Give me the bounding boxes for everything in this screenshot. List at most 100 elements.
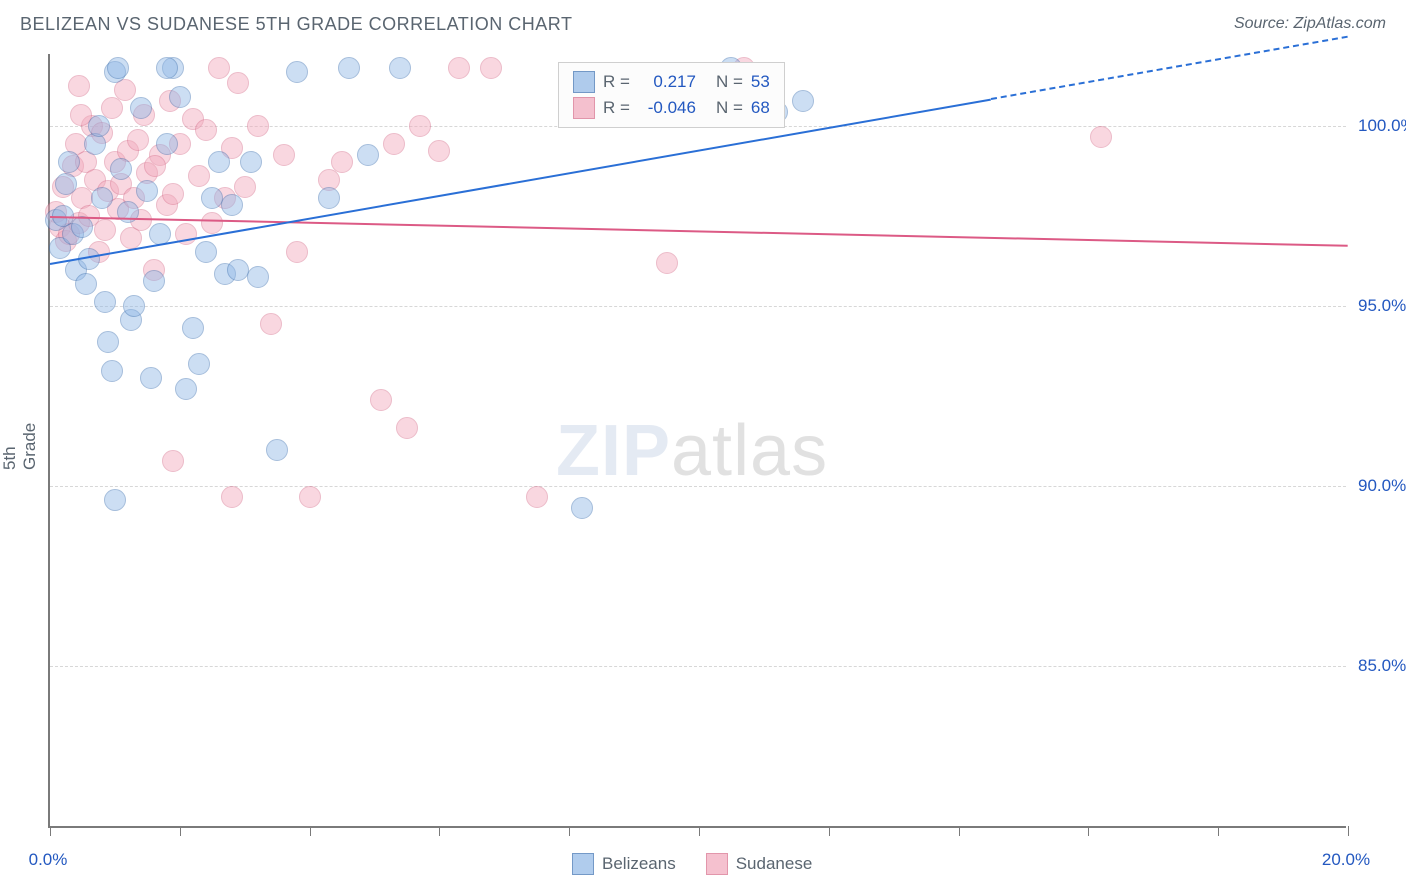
scatter-point-belizeans	[97, 331, 119, 353]
legend-n-label: N =	[716, 72, 743, 92]
scatter-point-belizeans	[195, 241, 217, 263]
x-tick	[959, 826, 960, 836]
x-tick	[439, 826, 440, 836]
scatter-point-belizeans	[156, 57, 178, 79]
scatter-point-belizeans	[357, 144, 379, 166]
legend-n-label: N =	[716, 98, 743, 118]
x-tick-label: 20.0%	[1322, 850, 1370, 870]
legend-swatch	[573, 71, 595, 93]
x-tick-label: 0.0%	[29, 850, 68, 870]
y-tick-label: 90.0%	[1358, 476, 1406, 496]
scatter-point-sudanese	[201, 212, 223, 234]
regression-legend: R = 0.217N = 53R = -0.046N = 68	[558, 62, 785, 128]
scatter-point-sudanese	[383, 133, 405, 155]
y-tick-label: 95.0%	[1358, 296, 1406, 316]
scatter-point-belizeans	[140, 367, 162, 389]
scatter-point-sudanese	[208, 57, 230, 79]
scatter-point-sudanese	[162, 450, 184, 472]
scatter-point-belizeans	[123, 295, 145, 317]
scatter-point-sudanese	[273, 144, 295, 166]
scatter-point-sudanese	[370, 389, 392, 411]
scatter-point-sudanese	[526, 486, 548, 508]
gridline	[50, 666, 1346, 667]
scatter-point-belizeans	[318, 187, 340, 209]
series-legend: Belizeans Sudanese	[572, 851, 812, 877]
scatter-point-sudanese	[188, 165, 210, 187]
scatter-point-belizeans	[188, 353, 210, 375]
scatter-point-belizeans	[58, 151, 80, 173]
scatter-point-belizeans	[55, 173, 77, 195]
legend-r-value: -0.046	[638, 98, 696, 118]
chart-source: Source: ZipAtlas.com	[1234, 15, 1386, 33]
y-tick-label: 100.0%	[1358, 116, 1406, 136]
scatter-point-belizeans	[143, 270, 165, 292]
scatter-point-sudanese	[260, 313, 282, 335]
scatter-point-sudanese	[428, 140, 450, 162]
chart-header: BELIZEAN VS SUDANESE 5TH GRADE CORRELATI…	[0, 0, 1406, 48]
legend-row-sudanese: R = -0.046N = 68	[573, 95, 770, 121]
scatter-point-belizeans	[247, 266, 269, 288]
scatter-point-sudanese	[448, 57, 470, 79]
x-tick	[50, 826, 51, 836]
scatter-point-belizeans	[75, 273, 97, 295]
scatter-point-belizeans	[71, 216, 93, 238]
legend-row-belizeans: R = 0.217 N = 53	[573, 69, 770, 95]
legend-r-value: 0.217	[638, 72, 696, 92]
scatter-point-sudanese	[162, 183, 184, 205]
scatter-point-belizeans	[792, 90, 814, 112]
scatter-point-sudanese	[221, 486, 243, 508]
scatter-point-belizeans	[182, 317, 204, 339]
x-tick	[699, 826, 700, 836]
legend-swatch	[573, 97, 595, 119]
scatter-point-belizeans	[107, 57, 129, 79]
scatter-point-sudanese	[656, 252, 678, 274]
x-tick	[180, 826, 181, 836]
scatter-point-belizeans	[389, 57, 411, 79]
legend-label: Belizeans	[602, 854, 676, 874]
scatter-point-sudanese	[127, 129, 149, 151]
scatter-point-belizeans	[94, 291, 116, 313]
scatter-point-sudanese	[195, 119, 217, 141]
scatter-point-belizeans	[571, 497, 593, 519]
scatter-point-belizeans	[175, 378, 197, 400]
legend-n-value: 53	[751, 72, 770, 92]
scatter-point-belizeans	[130, 97, 152, 119]
scatter-point-sudanese	[286, 241, 308, 263]
scatter-point-sudanese	[1090, 126, 1112, 148]
gridline	[50, 306, 1346, 307]
scatter-point-belizeans	[286, 61, 308, 83]
scatter-point-belizeans	[240, 151, 262, 173]
scatter-point-sudanese	[480, 57, 502, 79]
x-tick	[1088, 826, 1089, 836]
x-tick	[310, 826, 311, 836]
scatter-point-sudanese	[409, 115, 431, 137]
scatter-point-belizeans	[156, 133, 178, 155]
scatter-point-sudanese	[299, 486, 321, 508]
scatter-point-sudanese	[331, 151, 353, 173]
scatter-point-belizeans	[208, 151, 230, 173]
plot-area	[48, 54, 1346, 828]
x-tick	[829, 826, 830, 836]
scatter-point-sudanese	[144, 155, 166, 177]
scatter-point-belizeans	[104, 489, 126, 511]
scatter-point-belizeans	[91, 187, 113, 209]
scatter-point-belizeans	[221, 194, 243, 216]
y-axis-label: 5th Grade	[0, 450, 40, 470]
x-tick	[569, 826, 570, 836]
scatter-point-belizeans	[101, 360, 123, 382]
legend-r-label: R =	[603, 98, 630, 118]
scatter-point-sudanese	[94, 219, 116, 241]
legend-r-label: R =	[603, 72, 630, 92]
bottom-legend-item-sudanese: Sudanese	[706, 851, 813, 877]
scatter-point-belizeans	[266, 439, 288, 461]
x-tick	[1218, 826, 1219, 836]
scatter-point-sudanese	[227, 72, 249, 94]
bottom-legend-item-belizeans: Belizeans	[572, 851, 676, 877]
scatter-point-belizeans	[169, 86, 191, 108]
scatter-point-sudanese	[247, 115, 269, 137]
chart-title: BELIZEAN VS SUDANESE 5TH GRADE CORRELATI…	[20, 14, 572, 35]
trend-line	[50, 216, 1348, 247]
scatter-point-belizeans	[88, 115, 110, 137]
scatter-point-belizeans	[136, 180, 158, 202]
legend-label: Sudanese	[736, 854, 813, 874]
